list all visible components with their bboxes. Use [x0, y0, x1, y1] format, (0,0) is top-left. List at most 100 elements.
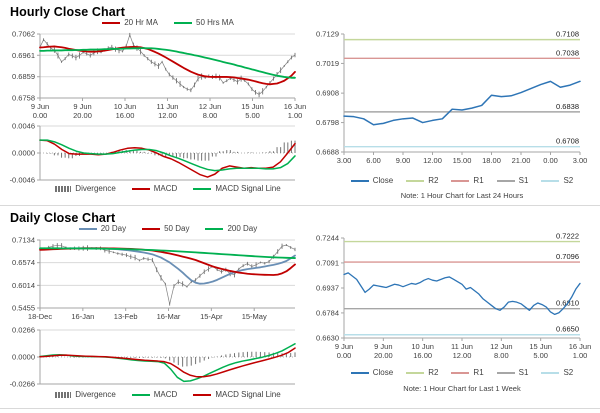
legend-item-s2: S2 — [541, 176, 573, 185]
svg-text:12.00: 12.00 — [453, 351, 472, 360]
svg-text:0.7222: 0.7222 — [556, 232, 579, 241]
svg-text:0.5455: 0.5455 — [12, 304, 35, 313]
r1-line-swatch — [451, 179, 470, 182]
svg-text:0.6574: 0.6574 — [12, 258, 35, 267]
legend-label: R1 — [473, 368, 484, 377]
svg-text:0.7134: 0.7134 — [12, 236, 35, 245]
svg-text:13-Feb: 13-Feb — [114, 312, 138, 321]
legend-item-r1: R1 — [451, 368, 484, 377]
daily-ma-legend: 20 Day 50 Day 200 Day — [40, 224, 296, 233]
svg-text:0.00: 0.00 — [337, 351, 352, 360]
svg-text:0.0000: 0.0000 — [12, 353, 35, 362]
legend-label: MACD — [153, 390, 178, 399]
svg-text:8.00: 8.00 — [494, 351, 509, 360]
svg-text:-0.0266: -0.0266 — [10, 380, 35, 389]
hourly-macd-chart: 0.0046 0.0000 -0.0046 — [10, 122, 296, 185]
svg-text:3.00: 3.00 — [337, 156, 352, 165]
bottom-border — [0, 408, 600, 409]
legend-item-20hr-ma: 20 Hr MA — [102, 18, 158, 27]
svg-text:9 Jun: 9 Jun — [73, 102, 91, 111]
section-divider — [0, 205, 600, 206]
legend-item-close: Close — [350, 368, 394, 377]
legend-item-s2: S2 — [541, 368, 573, 377]
blue-line-swatch — [78, 227, 97, 230]
legend-item-r2: R2 — [406, 368, 438, 377]
svg-text:11 Jun: 11 Jun — [451, 342, 473, 351]
legend-item-s1: S1 — [496, 368, 529, 377]
svg-text:8.00: 8.00 — [203, 111, 218, 120]
svg-text:0.6937: 0.6937 — [316, 284, 339, 293]
svg-text:5.00: 5.00 — [245, 111, 260, 120]
svg-text:20.00: 20.00 — [374, 351, 393, 360]
red-line-swatch — [193, 393, 212, 396]
svg-text:10 Jun: 10 Jun — [114, 102, 137, 111]
green-line-swatch — [174, 21, 192, 24]
svg-text:12 Jun: 12 Jun — [199, 102, 222, 111]
hourly-ma-legend: 20 Hr MA 50 Hrs MA — [40, 18, 296, 27]
green-line-swatch — [193, 187, 212, 190]
svg-text:16 Jun: 16 Jun — [284, 102, 307, 111]
pivot-legend-24h: Close R2 R1 S1 S2 — [342, 176, 582, 185]
svg-text:0.6688: 0.6688 — [316, 148, 339, 157]
svg-text:0.7244: 0.7244 — [316, 234, 339, 243]
svg-text:0.6630: 0.6630 — [316, 334, 339, 343]
svg-text:0.7129: 0.7129 — [316, 30, 339, 39]
legend-item-50hr-ma: 50 Hrs MA — [174, 18, 234, 27]
legend-label: 50 Day — [164, 224, 190, 233]
green-line-swatch — [131, 393, 150, 396]
legend-label: Close — [372, 176, 394, 185]
svg-text:18-Dec: 18-Dec — [28, 312, 52, 321]
legend-label: S1 — [518, 176, 529, 185]
svg-text:16 Jun: 16 Jun — [569, 342, 592, 351]
svg-text:6.00: 6.00 — [366, 156, 381, 165]
legend-label: S1 — [518, 368, 529, 377]
svg-text:0.7062: 0.7062 — [12, 30, 35, 39]
svg-text:0.0046: 0.0046 — [12, 122, 35, 131]
svg-text:16-Jan: 16-Jan — [71, 312, 94, 321]
svg-text:21.00: 21.00 — [512, 156, 531, 165]
blue-line-swatch — [350, 371, 369, 374]
svg-text:0.6758: 0.6758 — [12, 94, 35, 103]
svg-text:0.6961: 0.6961 — [12, 51, 35, 60]
legend-item-macd: MACD — [131, 390, 178, 399]
svg-text:15-May: 15-May — [242, 312, 267, 321]
legend-item-macd-signal: MACD Signal Line — [193, 184, 281, 193]
legend-label: R2 — [428, 176, 439, 185]
svg-text:0.7091: 0.7091 — [316, 258, 339, 267]
note-24h: Note: 1 Hour Chart for Last 24 Hours — [400, 191, 524, 200]
daily-macd-chart: 0.0266 0.0000 -0.0266 — [10, 326, 296, 389]
legend-label: Close — [372, 368, 394, 377]
legend-label: R1 — [473, 176, 484, 185]
legend-label: S2 — [563, 368, 574, 377]
hourly-macd-legend: Divergence MACD MACD Signal Line — [40, 184, 296, 193]
svg-text:15-Apr: 15-Apr — [200, 312, 223, 321]
svg-text:10 Jun: 10 Jun — [411, 342, 434, 351]
svg-text:20.00: 20.00 — [73, 111, 92, 120]
svg-text:0.6650: 0.6650 — [556, 325, 579, 334]
svg-text:16.00: 16.00 — [413, 351, 432, 360]
svg-text:-0.0046: -0.0046 — [10, 176, 35, 185]
svg-text:11 Jun: 11 Jun — [157, 102, 179, 111]
red-line-swatch — [102, 21, 121, 24]
svg-text:0.7108: 0.7108 — [556, 30, 579, 39]
svg-text:0.0266: 0.0266 — [12, 326, 35, 335]
svg-text:9 Jun: 9 Jun — [31, 102, 49, 111]
s2-line-swatch — [541, 371, 560, 374]
svg-text:0.7019: 0.7019 — [316, 59, 339, 68]
svg-text:16-Mar: 16-Mar — [157, 312, 181, 321]
svg-text:0.0000: 0.0000 — [12, 149, 35, 158]
legend-item-macd: MACD — [131, 184, 177, 193]
legend-item-r1: R1 — [451, 176, 484, 185]
svg-text:5.00: 5.00 — [533, 351, 548, 360]
s1-line-swatch — [496, 179, 515, 182]
legend-label: Divergence — [75, 390, 116, 399]
legend-item-divergence: Divergence — [55, 390, 116, 399]
legend-item-50day: 50 Day — [142, 224, 189, 233]
svg-text:0.00: 0.00 — [33, 111, 48, 120]
svg-text:0.6859: 0.6859 — [12, 72, 35, 81]
legend-label: Divergence — [75, 184, 116, 193]
